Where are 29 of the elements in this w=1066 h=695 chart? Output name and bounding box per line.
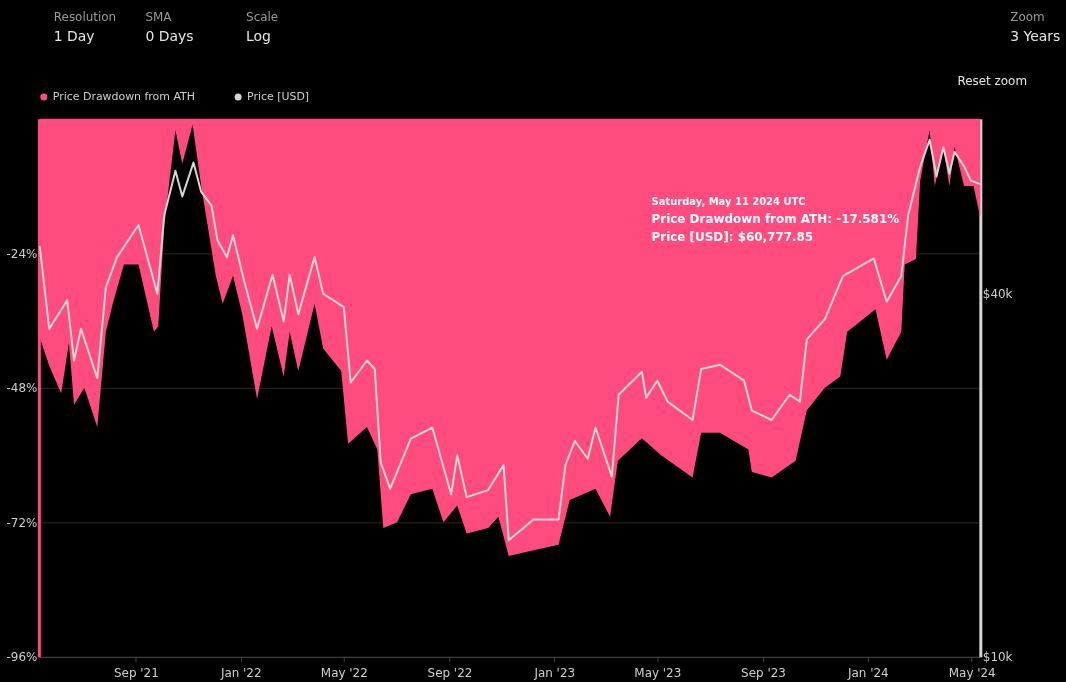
text: 1 Day <box>53 28 95 45</box>
text: Zoom <box>1010 10 1045 25</box>
legend-label: Price Drawdown from ATH <box>52 89 195 103</box>
y2-tick-label: $40k <box>982 287 1013 302</box>
y-tick-label: -48% <box>6 381 38 396</box>
x-tick-label: May '23 <box>634 666 682 681</box>
x-tick-label: May '24 <box>948 666 996 681</box>
annotation: Saturday, May 11 2024 UTC <box>651 195 806 207</box>
y-tick-label: -72% <box>6 515 38 530</box>
y-tick-label: -24% <box>6 246 38 261</box>
text: SMA <box>145 10 173 25</box>
text: Scale <box>246 10 279 25</box>
text: Resolution <box>53 10 117 25</box>
y-tick-label: -96% <box>6 650 38 665</box>
legend-label: Price [USD] <box>247 89 310 103</box>
x-tick-label: Jan '22 <box>219 666 262 681</box>
x-tick-label: Sep '23 <box>741 666 786 681</box>
x-tick-label: Jan '24 <box>846 666 889 681</box>
annotation: Price [USD]: $60,777.85 <box>651 230 814 245</box>
x-tick-label: May '22 <box>320 666 368 681</box>
x-tick-label: Jan '23 <box>533 666 576 681</box>
text: 0 Days <box>145 28 194 45</box>
annotation: Price Drawdown from ATH: -17.581% <box>651 212 900 227</box>
text: Reset zoom <box>957 73 1028 88</box>
x-tick-label: Sep '22 <box>427 666 473 681</box>
text: 3 Years <box>1010 28 1061 45</box>
y2-tick-label: $10k <box>982 650 1013 665</box>
text: Log <box>246 28 271 45</box>
x-tick-label: Sep '21 <box>114 666 159 681</box>
